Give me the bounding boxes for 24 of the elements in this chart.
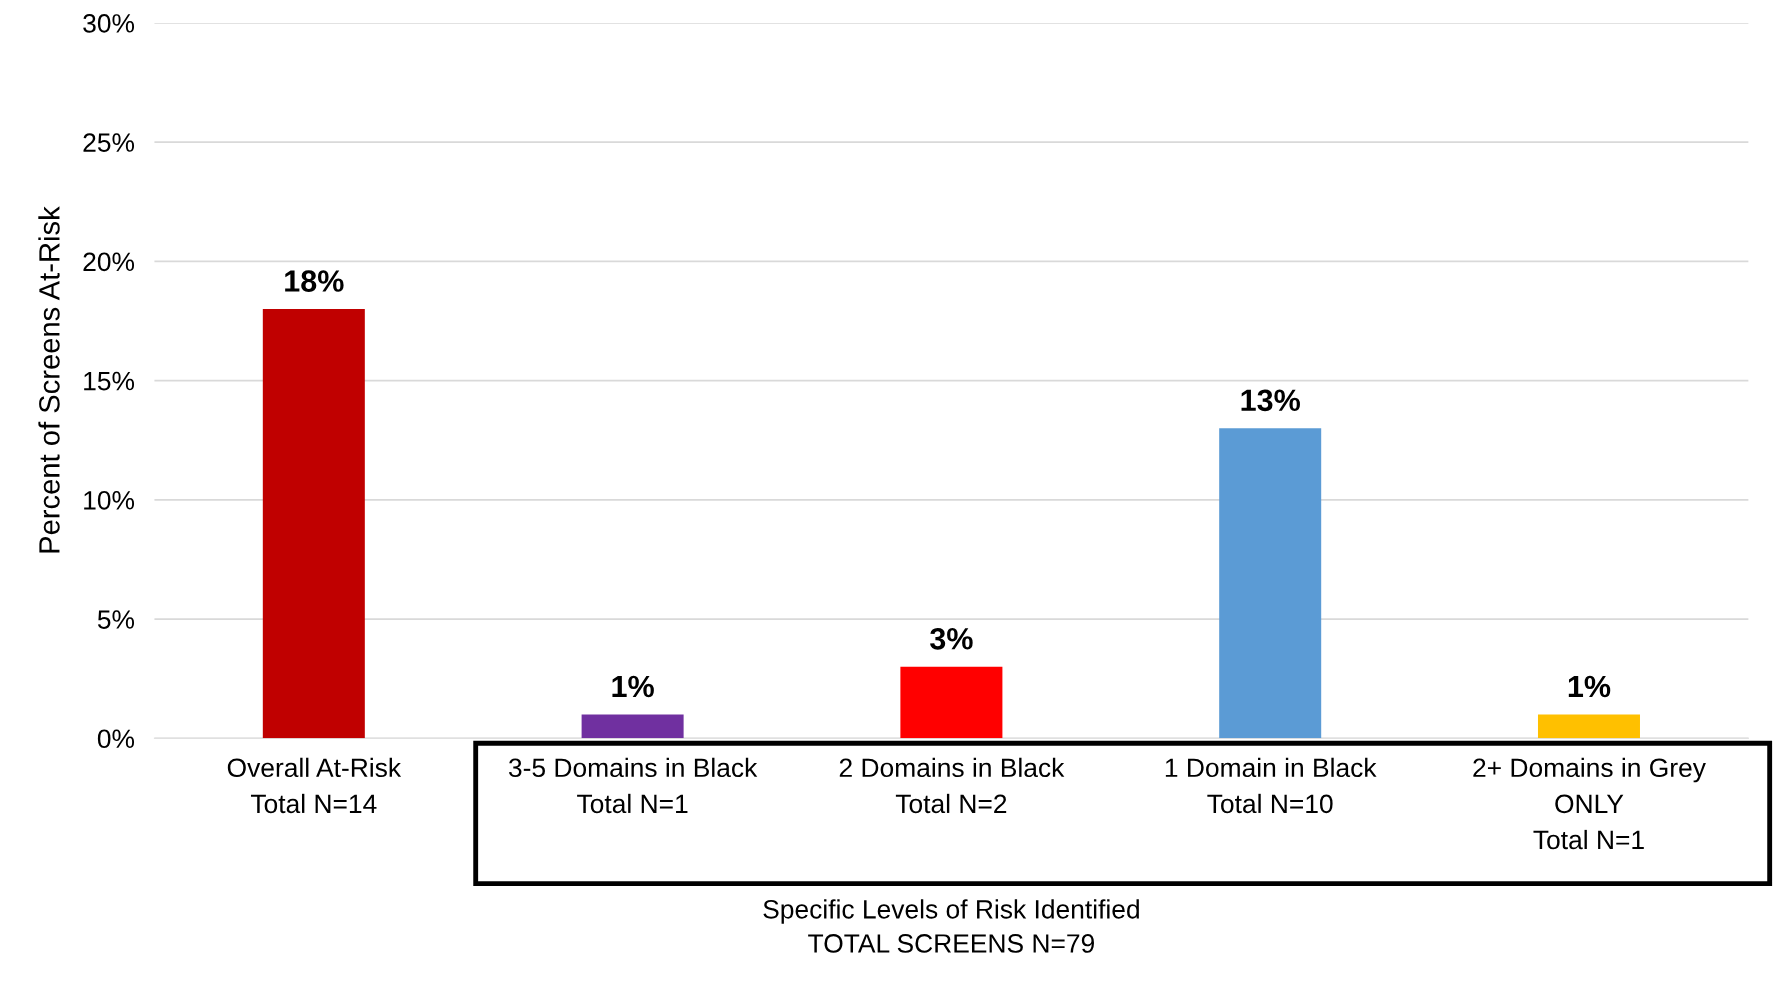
x-tick-label: Overall At-Risk Total N=14 [227,757,402,814]
x-axis-title: Specific Levels of Risk Identified TOTAL SCREENS N=79 [763,899,1139,953]
x-tick-label: 2+ Domains in Grey ONLY Total N=1 [1473,757,1706,850]
y-tick-label: 20% [83,252,135,272]
y-tick-label: 0% [97,729,135,749]
data-label: 13% [1241,389,1300,412]
bar [1219,428,1322,739]
y-tick-label: 5% [97,610,135,629]
y-tick-label: 25% [83,133,135,152]
y-axis-title: Percent of Screens At-Risk [38,206,60,553]
y-tick-label: 15% [84,371,135,391]
data-label: 3% [930,627,973,650]
bar [1537,714,1640,739]
data-label: 1% [612,675,654,698]
bar [262,309,365,739]
data-label: 18% [285,270,344,292]
x-tick-label: 3-5 Domains in Black Total N=1 [508,757,758,814]
data-label: 1% [1568,675,1611,698]
bar [581,714,684,739]
y-tick-label: 10% [84,490,135,510]
y-tick-label: 30% [83,14,135,33]
bar [900,666,1003,739]
x-tick-label: 1 Domain in Black Total N=10 [1165,757,1377,814]
x-tick-label: 2 Domains in Black Total N=2 [839,757,1065,814]
